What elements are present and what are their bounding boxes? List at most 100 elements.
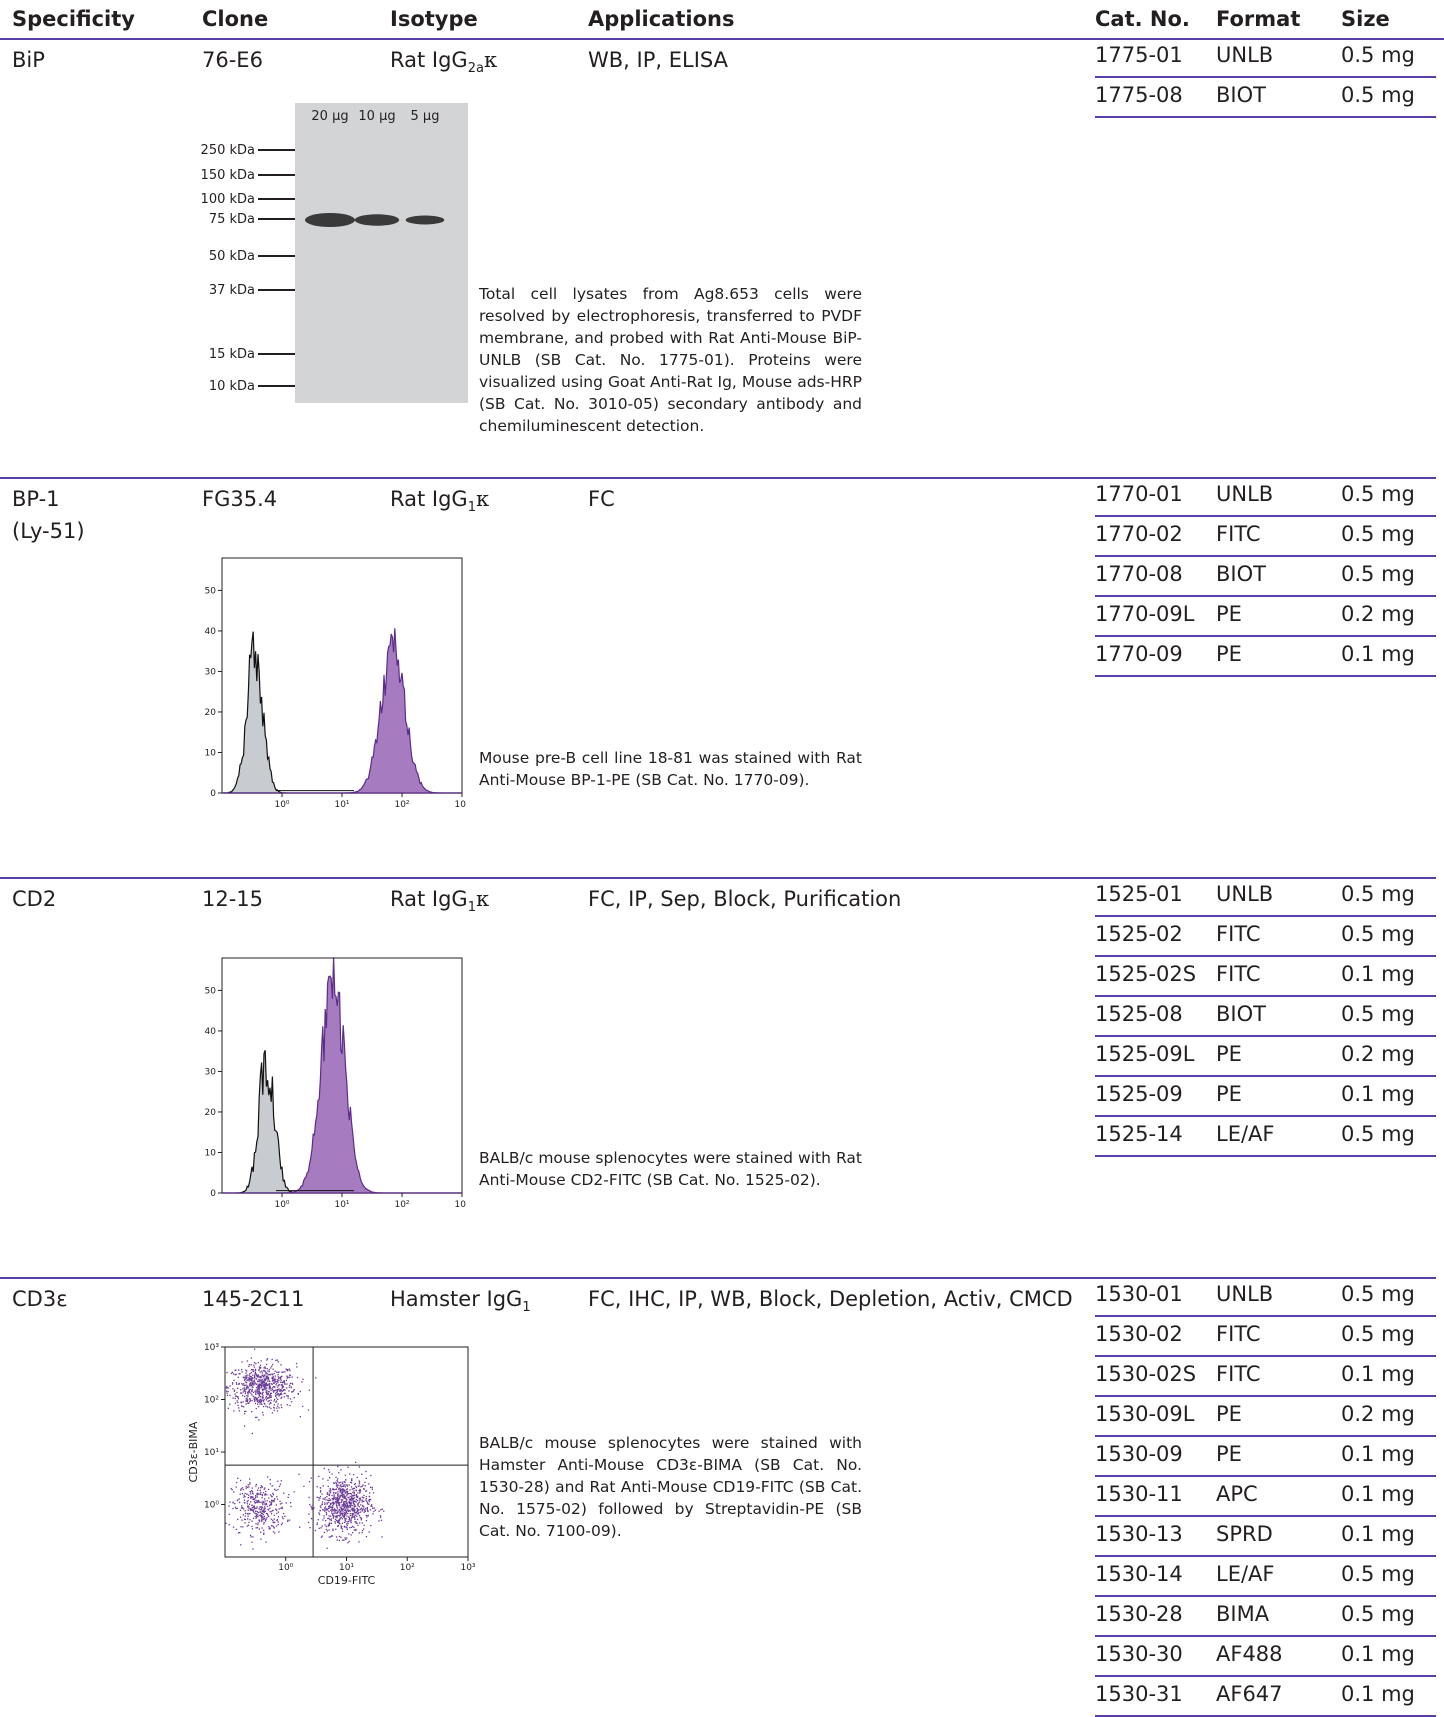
catalog-number: 1525-08 [1095,1002,1183,1026]
cell-event [283,1389,285,1391]
cell-event [258,1394,260,1396]
catalog-row[interactable]: 1525-14 LE/AF 0.5 mg [1095,1117,1436,1157]
cell-event [262,1391,264,1394]
cell-event [281,1387,283,1389]
cell-event [251,1382,254,1384]
cell-event [260,1392,262,1394]
catalog-row[interactable]: 1525-08 BIOT 0.5 mg [1095,997,1436,1037]
cell-event [364,1481,366,1483]
cell-event [231,1489,233,1491]
cell-event [237,1398,240,1400]
cell-event [273,1404,275,1406]
cell-event [269,1401,272,1404]
cell-event [257,1489,259,1491]
cell-event [245,1378,247,1380]
cell-event [263,1383,266,1385]
cell-event [243,1494,245,1496]
cell-event [245,1384,247,1386]
catalog-row[interactable]: 1530-02S FITC 0.1 mg [1095,1357,1436,1397]
catalog-row[interactable]: 1530-09L PE 0.2 mg [1095,1397,1436,1437]
cell-event [308,1496,310,1499]
catalog-row[interactable]: 1525-02 FITC 0.5 mg [1095,917,1436,957]
catalog-row[interactable]: 1770-09L PE 0.2 mg [1095,597,1436,637]
cell-event [361,1485,363,1487]
catalog-row[interactable]: 1775-08 BIOT 0.5 mg [1095,78,1436,118]
cell-event [226,1394,229,1396]
cell-event [230,1372,233,1375]
cell-event [248,1374,250,1376]
cell-event [257,1500,259,1502]
catalog-row[interactable]: 1770-01 UNLB 0.5 mg [1095,477,1436,517]
cell-event [261,1519,263,1521]
catalog-row[interactable]: 1530-01 UNLB 0.5 mg [1095,1277,1436,1317]
cell-event [344,1505,346,1507]
catalog-row[interactable]: 1770-09 PE 0.1 mg [1095,637,1436,677]
catalog-row[interactable]: 1530-28 BIMA 0.5 mg [1095,1597,1436,1637]
applications: FC [588,487,615,511]
catalog-row[interactable]: 1770-02 FITC 0.5 mg [1095,517,1436,557]
cell-event [373,1507,375,1509]
cell-event [333,1508,336,1510]
specificity: CD2 [12,887,56,911]
cell-event [365,1490,367,1492]
cell-event [253,1397,255,1399]
catalog-row[interactable]: 1525-01 UNLB 0.5 mg [1095,877,1436,917]
figure: 20 µg 10 µg 5 µg 250 kDa 150 kDa 100 kDa 75 kD… [190,103,470,407]
catalog-size: 0.5 mg [1341,922,1415,946]
product-section-bip: BiP 76-E6 Rat IgG2aκ WB, IP, ELISA 1775-01 UN… [0,38,1444,476]
cell-event [346,1506,348,1508]
catalog-row[interactable]: 1525-02S FITC 0.1 mg [1095,957,1436,997]
cell-event [365,1498,367,1500]
cell-event [267,1384,269,1386]
cell-event [347,1493,349,1495]
cell-event [277,1403,279,1405]
catalog-row[interactable]: 1530-30 AF488 0.1 mg [1095,1637,1436,1677]
cell-event [261,1370,263,1372]
catalog-number: 1525-09 [1095,1082,1183,1106]
cell-event [331,1498,333,1500]
cell-event [293,1397,295,1399]
cell-event [255,1527,257,1529]
catalog-row[interactable]: 1530-02 FITC 0.5 mg [1095,1317,1436,1357]
cell-event [358,1501,361,1503]
cell-event [289,1398,292,1400]
cell-event [244,1502,246,1504]
cell-event [251,1379,253,1381]
cell-event [334,1512,336,1514]
catalog-row[interactable]: 1530-14 LE/AF 0.5 mg [1095,1557,1436,1597]
cell-event [351,1525,354,1527]
cell-event [353,1490,355,1492]
cell-event [261,1517,263,1519]
cell-event [276,1359,278,1361]
cell-event [346,1499,348,1501]
cell-event [308,1389,310,1391]
catalog-row[interactable]: 1770-08 BIOT 0.5 mg [1095,557,1436,597]
catalog-row[interactable]: 1530-13 SPRD 0.1 mg [1095,1517,1436,1557]
cell-event [349,1517,351,1520]
cell-event [251,1381,253,1383]
cell-event [280,1392,282,1394]
cell-event [273,1514,276,1516]
figure-caption: Mouse pre-B cell line 18-81 was stained … [479,749,862,789]
catalog-format: PE [1216,602,1242,626]
cell-event [263,1375,266,1377]
catalog-row[interactable]: 1525-09L PE 0.2 mg [1095,1037,1436,1077]
catalog-row[interactable]: 1530-31 AF647 0.1 mg [1095,1677,1436,1717]
cell-event [357,1495,359,1497]
cell-event [268,1528,270,1530]
cell-event [344,1497,346,1499]
cell-event [255,1389,257,1391]
cell-event [229,1403,231,1405]
catalog-format: PE [1216,1042,1242,1066]
cell-event [227,1387,229,1389]
catalog-row[interactable]: 1775-01 UNLB 0.5 mg [1095,38,1436,78]
catalog-row[interactable]: 1525-09 PE 0.1 mg [1095,1077,1436,1117]
cell-event [262,1492,265,1494]
catalog-row[interactable]: 1530-11 APC 0.1 mg [1095,1477,1436,1517]
cell-event [340,1489,342,1491]
cell-event [247,1506,249,1508]
cell-event [236,1383,238,1385]
cell-event [344,1519,346,1521]
cell-event [248,1365,250,1368]
catalog-row[interactable]: 1530-09 PE 0.1 mg [1095,1437,1436,1477]
